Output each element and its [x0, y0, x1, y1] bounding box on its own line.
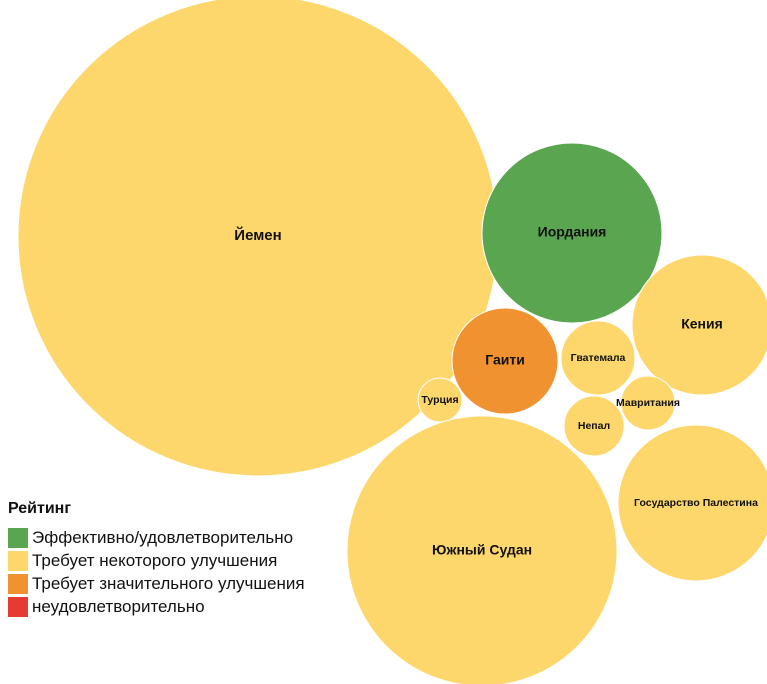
bubble-label-йемен: Йемен — [234, 226, 281, 244]
legend-swatch-some — [8, 550, 28, 571]
bubble-label-южный-судан: Южный Судан — [432, 542, 532, 558]
legend-label-effective: Эффективно/удовлетворительно — [32, 527, 294, 547]
bubble-label-гаити: Гаити — [485, 352, 525, 368]
bubble-гаити — [451, 307, 559, 415]
legend-swatch-effective — [8, 527, 28, 548]
legend-label-significant: Требует значительного улучшения — [32, 573, 305, 593]
bubble-label-мавритания: Мавритания — [616, 397, 680, 409]
bubble-label-государство-палестина: Государство Палестина — [634, 497, 758, 509]
legend-item-unsatisfactory: неудовлетворительно — [8, 595, 305, 618]
legend-swatch-unsatisfactory — [8, 596, 28, 617]
legend-swatch-significant — [8, 573, 28, 594]
legend-label-unsatisfactory: неудовлетворительно — [32, 596, 205, 616]
bubble-гватемала — [560, 320, 636, 396]
legend-item-some: Требует некоторого улучшения — [8, 549, 305, 572]
bubble-кения — [631, 254, 767, 396]
bubble-южный-судан — [346, 415, 618, 684]
bubble-label-гватемала: Гватемала — [571, 352, 626, 364]
legend: Рейтинг Эффективно/удовлетворительно Тре… — [8, 500, 305, 618]
bubble-мавритания — [620, 375, 676, 431]
bubble-государство-палестина — [617, 424, 767, 582]
bubble-непал — [563, 395, 625, 457]
legend-item-effective: Эффективно/удовлетворительно — [8, 526, 305, 549]
bubble-иордания — [481, 142, 663, 324]
legend-label-some: Требует некоторого улучшения — [32, 550, 278, 570]
bubble-label-непал: Непал — [578, 420, 610, 432]
bubble-label-иордания: Иордания — [538, 224, 607, 240]
bubble-label-турция: Турция — [421, 394, 458, 406]
legend-item-significant: Требует значительного улучшения — [8, 572, 305, 595]
bubble-турция — [417, 377, 463, 423]
bubble-label-кения: Кения — [681, 316, 723, 332]
legend-title: Рейтинг — [8, 500, 72, 517]
